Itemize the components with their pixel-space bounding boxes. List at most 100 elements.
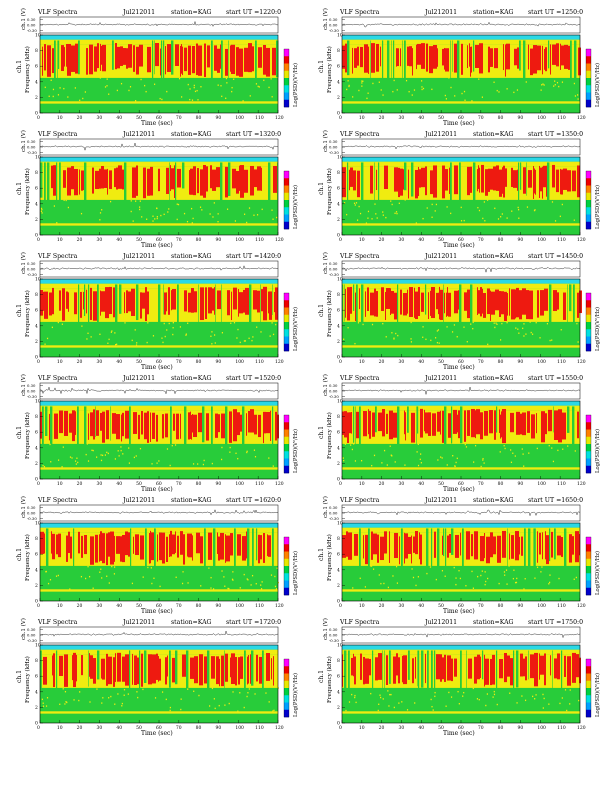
- spectral-emission: [122, 656, 125, 682]
- spectral-emission: [436, 292, 438, 310]
- spectral-emission: [479, 43, 483, 74]
- spectral-emission: [505, 44, 506, 77]
- freq-tick-label: 10: [337, 643, 343, 649]
- spectral-emission: [93, 658, 96, 684]
- spectral-emission: [523, 167, 526, 194]
- spectral-gap: [272, 528, 274, 571]
- spectral-speckle: [128, 447, 130, 449]
- spectral-gap: [130, 528, 132, 569]
- spectral-speckle: [110, 331, 112, 333]
- waveform-tick-label: 0.00: [329, 267, 338, 272]
- spectral-emission: [554, 658, 557, 679]
- spectral-emission: [126, 48, 128, 69]
- spectral-emission: [67, 43, 71, 76]
- spectral-speckle: [540, 571, 542, 573]
- waveform-tick-label: -0.30: [27, 150, 37, 155]
- spectral-speckle: [182, 571, 184, 573]
- spectral-speckle: [214, 342, 216, 344]
- spectral-speckle: [52, 88, 55, 91]
- colorbar-segment: [284, 580, 289, 589]
- spectral-emission: [200, 169, 203, 196]
- time-tick-label: 80: [498, 115, 504, 121]
- spectral-speckle: [421, 80, 423, 82]
- colorbar-segment: [284, 566, 289, 574]
- channel-label: ch.1: [16, 670, 23, 683]
- spectral-emission: [556, 169, 559, 193]
- time-axis-label: Time (sec): [141, 120, 173, 127]
- vlf-panel: VLF Spectra Jul212011 station=KAG start UT …: [318, 8, 601, 127]
- spectral-emission: [439, 286, 440, 320]
- spectral-emission: [204, 656, 207, 684]
- spectral-emission: [430, 170, 433, 195]
- colorbar-segment: [284, 551, 289, 560]
- freq-tick-label: 2: [337, 217, 340, 223]
- freq-tick-label: 4: [35, 567, 38, 573]
- spectral-speckle: [342, 457, 344, 459]
- spectral-speckle: [483, 462, 485, 464]
- spectral-speckle: [64, 691, 67, 693]
- spectral-emission: [133, 412, 137, 434]
- spectral-emission: [405, 412, 406, 441]
- colorbar-segment: [586, 221, 591, 230]
- spectral-gap: [496, 406, 498, 433]
- spectral-speckle: [554, 80, 556, 82]
- colorbar-segment: [586, 214, 591, 223]
- spectral-speckle: [47, 582, 50, 585]
- spectral-speckle: [345, 709, 347, 712]
- time-tick-label: 120: [275, 115, 284, 121]
- spectral-speckle: [346, 213, 348, 216]
- spectral-speckle: [239, 587, 241, 589]
- spectral-emission: [273, 656, 274, 686]
- spectral-gap: [460, 650, 462, 700]
- spectral-speckle: [151, 463, 153, 465]
- spectral-speckle: [355, 701, 357, 704]
- spectral-emission: [552, 44, 556, 65]
- waveform-frame: [39, 626, 279, 644]
- channel-label: ch.1: [16, 426, 23, 439]
- waveform-tick-label: -0.30: [27, 272, 37, 277]
- spectral-gap: [276, 40, 279, 78]
- spectral-speckle: [548, 703, 550, 705]
- spectral-speckle: [481, 96, 483, 98]
- spectral-gap: [547, 162, 550, 207]
- spectral-speckle: [396, 582, 399, 584]
- spectral-speckle: [523, 335, 525, 337]
- spectral-speckle: [455, 577, 457, 579]
- spectral-speckle: [415, 222, 417, 224]
- time-tick-label: 70: [176, 359, 182, 365]
- spectral-gap: [344, 284, 345, 322]
- spectral-emission: [124, 292, 125, 314]
- spectral-speckle: [226, 82, 228, 84]
- spectral-emission: [147, 411, 149, 443]
- spectral-speckle: [90, 336, 92, 338]
- spectral-emission: [384, 165, 388, 190]
- spectral-emission: [220, 532, 224, 560]
- spectral-speckle: [85, 577, 87, 580]
- colorbar-segment: [586, 566, 591, 574]
- spectral-emission: [250, 654, 251, 684]
- band-yellow-low: [40, 345, 278, 348]
- spectral-emission: [478, 165, 479, 189]
- colorbar-segment: [284, 63, 289, 72]
- spectral-speckle: [63, 87, 65, 90]
- waveform-trace: [341, 21, 580, 28]
- spectral-speckle: [271, 209, 273, 211]
- time-tick-label: 30: [399, 359, 405, 365]
- spectral-emission: [360, 46, 363, 68]
- spectral-speckle: [243, 340, 246, 342]
- time-tick-label: 60: [156, 115, 162, 121]
- spectral-speckle: [438, 342, 440, 344]
- spectral-emission: [363, 656, 365, 685]
- spectral-gap: [58, 40, 60, 70]
- spectral-speckle: [462, 695, 464, 697]
- spectral-gap: [552, 650, 553, 689]
- spectral-speckle: [166, 90, 168, 93]
- spectral-speckle: [421, 86, 423, 88]
- spectral-speckle: [234, 220, 237, 222]
- spectral-emission: [51, 531, 52, 554]
- spectral-gap: [97, 650, 100, 680]
- spectral-speckle: [153, 577, 155, 580]
- spectral-gap: [136, 284, 139, 321]
- colorbar-segment: [586, 702, 591, 711]
- panel-start-time: start UT =1550:0: [528, 375, 583, 382]
